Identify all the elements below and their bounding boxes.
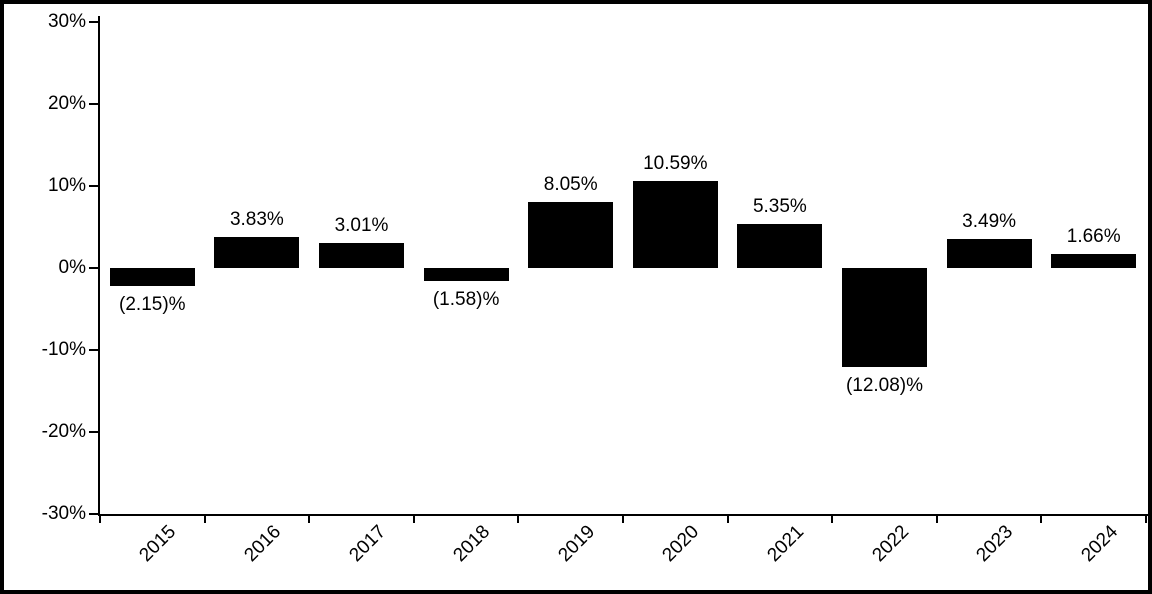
x-axis-label-2015: 2015 (135, 521, 181, 567)
y-tick-mark (89, 349, 99, 351)
x-axis-label-2016: 2016 (240, 521, 286, 567)
y-tick-mark (89, 267, 99, 269)
y-tick-mark (89, 103, 99, 105)
bar-value-label-2020: 10.59% (643, 153, 708, 175)
x-axis-label-2022: 2022 (867, 521, 913, 567)
y-axis-tick-label: 0% (58, 257, 86, 278)
y-tick-mark (89, 513, 99, 515)
x-tick-mark (203, 516, 206, 523)
x-axis-label-2024: 2024 (1077, 521, 1122, 567)
bar-2023 (946, 239, 1032, 268)
y-tick-mark (89, 431, 99, 433)
x-tick-mark (831, 516, 834, 523)
bar-2017 (319, 243, 404, 268)
bar-2015 (109, 268, 195, 286)
x-tick-mark (517, 516, 520, 523)
bar-2024 (1051, 254, 1137, 268)
x-tick-mark (99, 516, 101, 523)
bar-2020 (632, 181, 718, 268)
y-axis-tick-label: -10% (41, 339, 86, 360)
x-tick-mark (935, 516, 938, 523)
bar-2022 (842, 268, 927, 368)
bar-2019 (528, 201, 614, 268)
x-tick-mark (1145, 516, 1147, 523)
bar-value-label-2019: 8.05% (543, 173, 598, 195)
x-axis-label-2017: 2017 (344, 521, 390, 567)
chart-plot-area: 30% 20% 10% 0% -10% -20% -30% (2.15)% 2015 3.83% 2… (4, 4, 1148, 590)
x-tick-mark (622, 516, 624, 523)
x-axis-label-2019: 2019 (554, 521, 599, 567)
bar-value-label-2016: 3.83% (229, 208, 284, 230)
x-tick-mark (1040, 516, 1043, 523)
bar-2018 (423, 268, 509, 281)
x-axis-label-2020: 2020 (658, 521, 704, 567)
y-axis-tick-label: 30% (47, 11, 86, 32)
bar-value-label-2017: 3.01% (334, 215, 389, 237)
x-axis-label-2023: 2023 (972, 521, 1018, 567)
y-axis-tick-label: -20% (41, 421, 86, 442)
y-axis-tick-label: 10% (47, 175, 86, 196)
x-tick-mark (308, 516, 311, 523)
x-axis-label-2021: 2021 (763, 521, 809, 567)
bar-2021 (737, 224, 823, 268)
bar-value-label-2021: 5.35% (752, 196, 807, 218)
bar-value-label-2024: 1.66% (1066, 226, 1121, 248)
y-tick-mark (89, 21, 99, 23)
bar-value-label-2023: 3.49% (962, 211, 1017, 233)
bar-value-label-2022: (12.08)% (845, 375, 924, 397)
y-axis-line (98, 16, 100, 516)
y-axis-tick-label: -30% (41, 503, 86, 524)
y-tick-mark (89, 185, 99, 187)
x-axis-line (98, 514, 1148, 516)
bar-value-label-2018: (1.58)% (432, 288, 500, 310)
y-axis-tick-label: 20% (47, 93, 86, 114)
bar-2016 (214, 236, 300, 268)
x-axis-label-2018: 2018 (449, 521, 495, 567)
bar-value-label-2015: (2.15)% (119, 293, 186, 315)
x-tick-mark (726, 516, 729, 523)
x-tick-mark (412, 516, 415, 523)
